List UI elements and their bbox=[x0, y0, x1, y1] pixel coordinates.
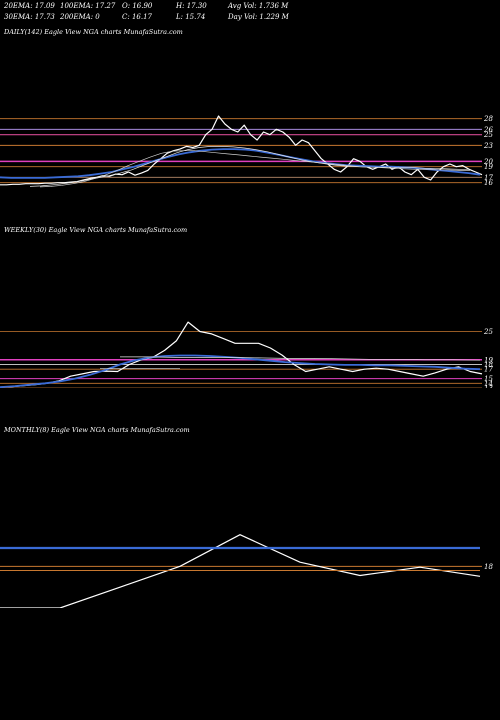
y-tick-label: 15 bbox=[484, 375, 493, 383]
y-tick-label: 25 bbox=[483, 131, 493, 139]
series-line-0 bbox=[0, 534, 481, 608]
series-line-0 bbox=[0, 115, 483, 186]
y-tick-label: 19 bbox=[484, 356, 493, 364]
header-day-vol: Day Vol: 1.229 M bbox=[228, 13, 289, 21]
header-open: O: 16.90 bbox=[122, 2, 153, 10]
daily-panel-title: DAILY(142) Eagle View NGA charts MunafaS… bbox=[4, 28, 183, 36]
header-ema200: 200EMA: 0 bbox=[60, 13, 100, 21]
header-high: H: 17.30 bbox=[176, 2, 207, 10]
series-line-3 bbox=[39, 150, 470, 188]
monthly-panel-title: MONTHLY(8) Eagle View NGA charts MunafaS… bbox=[4, 426, 190, 434]
y-tick-label: 17 bbox=[484, 174, 493, 182]
series-line-2 bbox=[29, 146, 470, 187]
monthly-chart: 18 bbox=[0, 534, 493, 608]
header-row-2: 30EMA: 17.73 200EMA: 0 C: 16.17 L: 15.74… bbox=[4, 13, 494, 22]
series-line-1 bbox=[0, 148, 481, 179]
y-tick-label: 14 bbox=[484, 380, 493, 388]
y-tick-label: 16 bbox=[484, 179, 493, 187]
y-tick-label: 28 bbox=[483, 115, 493, 123]
weekly-chart: 25 191817151413 bbox=[0, 321, 493, 389]
weekly-panel-title: WEEKLY(30) Eagle View NGA charts MunafaS… bbox=[4, 226, 188, 234]
series-line-2 bbox=[120, 356, 481, 361]
header-avg-vol: Avg Vol: 1.736 M bbox=[228, 2, 289, 10]
header-ema100: 100EMA: 17.27 bbox=[60, 2, 116, 10]
y-tick-label: 25 bbox=[483, 328, 493, 336]
header-close: C: 16.17 bbox=[122, 13, 152, 21]
header-ema30: 30EMA: 17.73 bbox=[4, 13, 55, 21]
header-row-1: 20EMA: 17.09 100EMA: 17.27 O: 16.90 H: 1… bbox=[4, 2, 494, 11]
y-tick-label: 18 bbox=[484, 563, 493, 571]
y-tick-label: 20 bbox=[483, 158, 493, 166]
y-tick-label: 19 bbox=[484, 163, 493, 171]
header-low: L: 15.74 bbox=[176, 13, 206, 21]
y-tick-label: 13 bbox=[484, 385, 493, 389]
y-tick-label: 18 bbox=[484, 361, 493, 369]
y-tick-label: 26 bbox=[483, 126, 493, 134]
header-ema20: 20EMA: 17.09 bbox=[4, 2, 55, 10]
y-tick-label: 17 bbox=[484, 366, 493, 374]
series-line-0 bbox=[0, 321, 483, 388]
y-tick-label: 23 bbox=[483, 142, 493, 150]
